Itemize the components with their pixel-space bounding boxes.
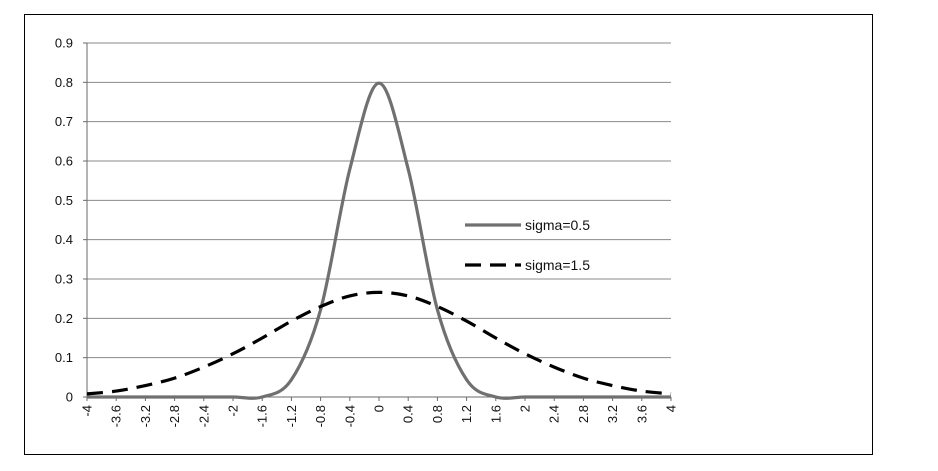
y-tick-label: 0.7: [55, 114, 73, 129]
x-tick-label: 0.4: [401, 405, 416, 423]
x-tick-label: 2.4: [547, 405, 562, 423]
y-tick-label: 0.9: [55, 36, 73, 51]
x-tick-label: -1.2: [284, 405, 299, 427]
x-tick-label: 1.2: [459, 405, 474, 423]
line-chart: 00.10.20.30.40.50.60.70.80.9 -4 -3.6 -3.2-…: [55, 36, 679, 428]
x-tick-labels: -4 -3.6 -3.2 -2.8 -2.4 -2 -1.6 -1.2 -0.8 -0.4 0 0.4…: [80, 405, 679, 427]
x-tick-label: -0.4: [342, 405, 357, 427]
x-tick-label: -3.2: [138, 405, 153, 427]
chart-frame: 0 0.1 0.2 0.3 0.4 0.5 0.6 0.7 0.8 0.9 -4 -3.6 -3.2-…: [24, 14, 873, 455]
x-tick-label: -2.8: [167, 405, 182, 427]
x-tick-label: -1.6: [255, 405, 270, 427]
gridlines: [87, 42, 671, 359]
legend: sigma=0.5 sigma=1.5: [465, 217, 590, 273]
x-tick-label: -0.8: [313, 405, 328, 427]
x-tick-label: -2: [226, 405, 241, 417]
y-tick-label: 0.5: [55, 193, 73, 208]
x-tick-label: -4: [80, 405, 95, 417]
series-line-1: [87, 81, 671, 400]
y-tick-labels: 0 0.1 0.2 0.3 0.4 0.5 0.6 0.7 0.8 0.9: [55, 36, 73, 405]
x-tick-label: 3.6: [634, 405, 649, 423]
x-tick-label: 0.8: [430, 405, 445, 423]
x-tick-label: 2: [518, 405, 533, 412]
x-tick-label: 1.6: [488, 405, 503, 423]
y-tick-label: 0: [66, 390, 73, 405]
y-tick-label: 0.6: [55, 154, 73, 169]
legend-label: sigma=0.5: [525, 217, 590, 233]
y-tick-label: 0.2: [55, 311, 73, 326]
y-tick-label: 0.3: [55, 272, 73, 287]
x-tick-label: 3.2: [605, 405, 620, 423]
x-tick-label: 2.8: [576, 405, 591, 423]
y-tick-label: 0.8: [55, 75, 73, 90]
series-line-2: [86, 290, 672, 396]
x-tick-label: 0: [372, 405, 387, 412]
legend-label: sigma=1.5: [525, 257, 590, 273]
y-tick-label: 0.1: [55, 350, 73, 365]
x-tick-label: -2.4: [196, 405, 211, 427]
series-lines: [86, 81, 672, 400]
x-tick-label: 4: [664, 405, 679, 412]
y-tick-label: 0.4: [55, 232, 73, 247]
x-tick-label: -3.6: [109, 405, 124, 427]
